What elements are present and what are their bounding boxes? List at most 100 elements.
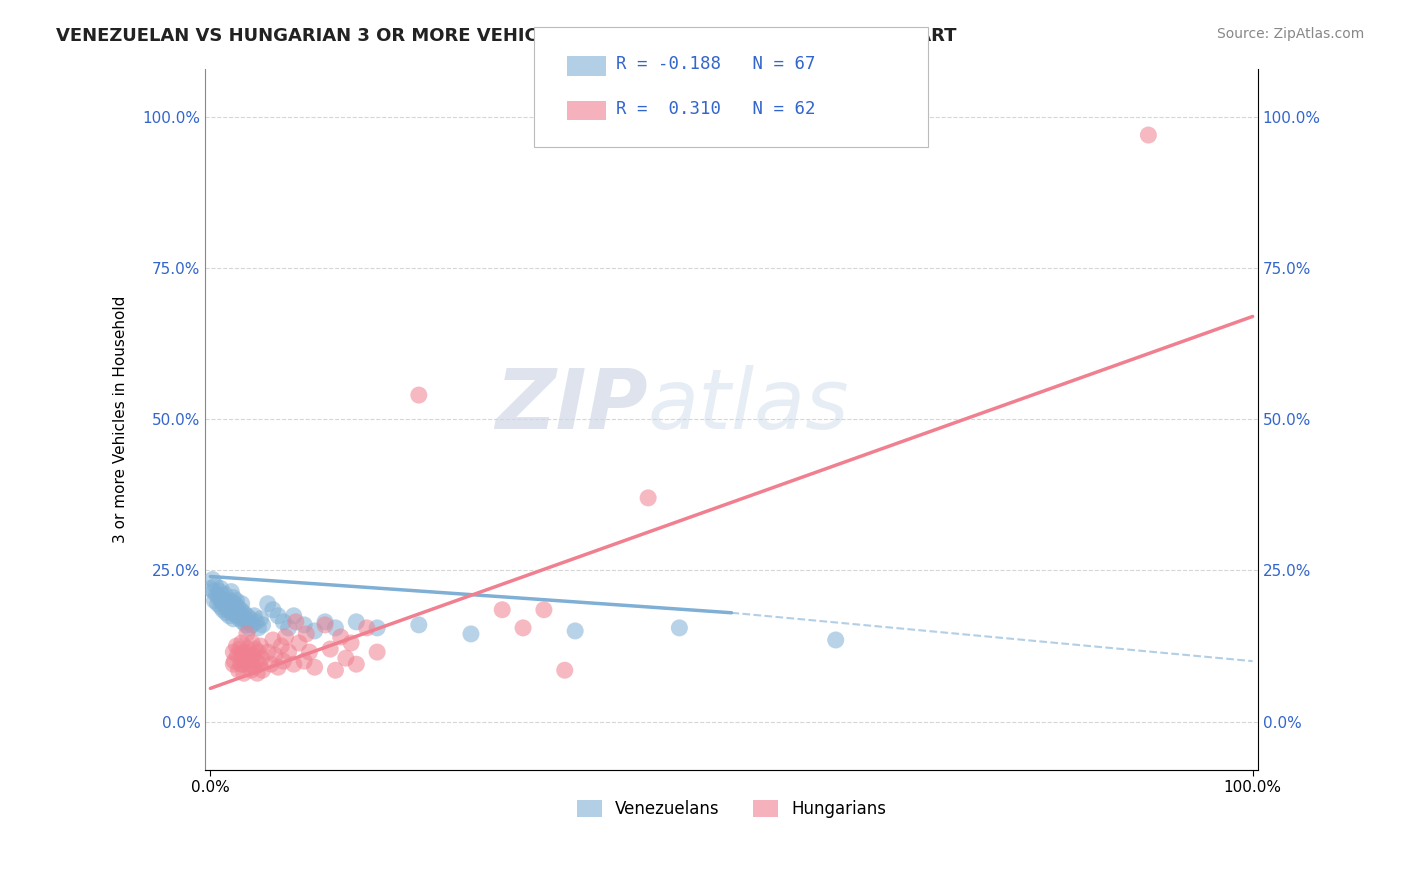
Point [226,599,249,614]
Point [219,593,242,607]
Point [252,663,274,677]
Point [232,666,254,681]
Point [533,603,555,617]
Point [344,657,367,672]
Point [247,645,270,659]
Point [219,599,242,614]
Point [262,603,284,617]
Point [247,657,270,672]
Text: atlas: atlas [647,365,849,446]
Point [231,608,253,623]
Point [304,624,326,638]
Point [245,654,267,668]
Point [250,651,273,665]
Point [240,618,263,632]
Point [211,593,233,607]
Text: VENEZUELAN VS HUNGARIAN 3 OR MORE VEHICLES IN HOUSEHOLD CORRELATION CHART: VENEZUELAN VS HUNGARIAN 3 OR MORE VEHICL… [56,27,956,45]
Point [283,608,305,623]
Point [314,615,336,629]
Point [256,597,278,611]
Point [202,584,225,599]
Point [212,603,235,617]
Point [319,642,342,657]
Point [228,612,250,626]
Point [408,388,430,402]
Point [243,660,266,674]
Point [201,573,224,587]
Point [637,491,659,505]
Point [222,612,245,626]
Point [366,621,388,635]
Point [239,651,262,665]
Point [1137,128,1160,142]
Point [273,615,295,629]
Point [229,657,252,672]
Point [225,593,247,607]
Point [267,660,290,674]
Point [228,606,250,620]
Point [229,603,252,617]
Point [247,621,270,635]
Point [292,654,315,668]
Point [208,584,231,599]
Point [222,591,245,605]
Point [212,597,235,611]
Text: Source: ZipAtlas.com: Source: ZipAtlas.com [1216,27,1364,41]
Point [668,621,690,635]
Point [252,618,274,632]
Point [200,582,222,596]
Point [267,608,290,623]
Point [228,663,250,677]
Point [335,651,357,665]
Point [325,621,347,635]
Point [233,645,256,659]
Point [283,657,305,672]
Text: ZIP: ZIP [495,365,647,446]
Point [232,615,254,629]
Point [491,603,513,617]
Point [224,654,246,668]
Point [215,597,238,611]
Point [304,660,326,674]
Point [274,630,297,644]
Point [240,663,263,677]
Point [236,642,259,657]
Point [219,584,242,599]
Point [340,636,363,650]
Point [222,657,245,672]
Point [288,636,311,650]
Point [238,621,260,635]
Point [209,599,232,614]
Point [209,582,232,596]
Legend: Venezuelans, Hungarians: Venezuelans, Hungarians [569,793,893,825]
Point [207,597,229,611]
Point [239,612,262,626]
Point [218,608,240,623]
Point [231,648,253,662]
Point [217,603,239,617]
Point [356,621,378,635]
Text: R =  0.310   N = 62: R = 0.310 N = 62 [616,100,815,118]
Point [232,606,254,620]
Point [224,597,246,611]
Point [256,645,278,659]
Point [208,591,231,605]
Point [249,639,271,653]
Point [277,645,299,659]
Point [228,642,250,657]
Point [273,654,295,668]
Point [231,597,253,611]
Point [238,657,260,672]
Point [232,657,254,672]
Y-axis label: 3 or more Vehicles in Household: 3 or more Vehicles in Household [114,295,128,543]
Point [214,588,236,602]
Point [460,627,482,641]
Point [262,632,284,647]
Point [277,621,299,635]
Point [236,627,259,641]
Point [292,618,315,632]
Point [236,615,259,629]
Point [226,648,249,662]
Point [204,578,226,592]
Point [284,615,307,629]
